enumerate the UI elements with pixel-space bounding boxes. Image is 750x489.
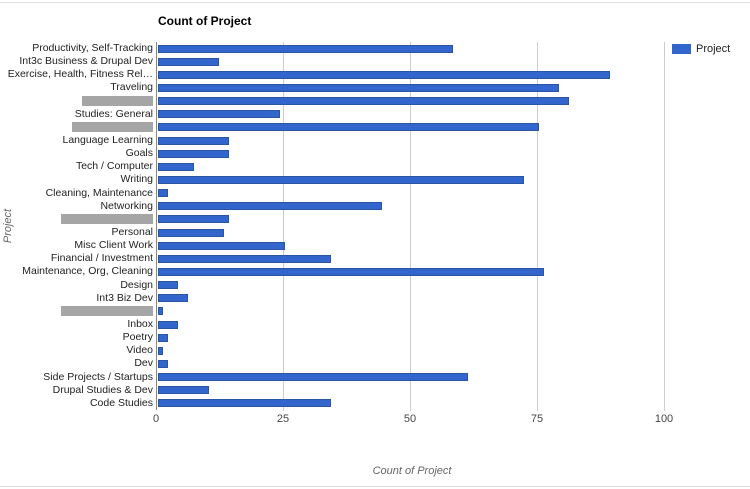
y-axis-label: Cleaning, Maintenance xyxy=(45,186,153,199)
y-axis-label: Misc Client Work xyxy=(74,239,153,252)
y-axis-label: Int3c Business & Drupal Dev xyxy=(19,55,153,68)
x-tick-label: 0 xyxy=(152,413,160,425)
bar[interactable] xyxy=(158,149,229,158)
legend-label: Project xyxy=(696,43,731,55)
bar[interactable] xyxy=(158,346,163,355)
legend-swatch-icon xyxy=(672,44,691,54)
y-axis-label: Maintenance, Org, Cleaning xyxy=(22,265,153,278)
y-axis-label: Tech / Computer xyxy=(75,160,153,173)
y-axis-label: Side Projects / Startups xyxy=(43,370,153,383)
y-axis-label: Inbox xyxy=(127,318,153,330)
y-axis-label: Design xyxy=(120,278,153,291)
y-axis-label: Video xyxy=(126,344,153,357)
gridline xyxy=(283,42,284,411)
y-axis-label: Traveling xyxy=(110,81,153,94)
y-axis-label: Code Studies xyxy=(89,396,153,409)
y-axis-labels: Productivity, Self-Tracking Int3c Busines… xyxy=(0,42,153,410)
bar[interactable] xyxy=(158,84,559,92)
bar[interactable] xyxy=(158,136,229,145)
bar[interactable] xyxy=(158,360,168,368)
y-axis-label: Poetry xyxy=(122,331,153,344)
redacted-y-label xyxy=(0,121,153,134)
bar[interactable] xyxy=(158,110,280,119)
y-axis-label: Language Learning xyxy=(62,134,153,146)
chart-title: Count of Project xyxy=(158,14,252,28)
bar[interactable] xyxy=(158,373,468,382)
bar[interactable] xyxy=(158,399,331,408)
redacted-y-label xyxy=(0,213,153,226)
bar[interactable] xyxy=(158,176,524,184)
bar[interactable] xyxy=(158,123,539,132)
y-axis-label: Personal xyxy=(111,226,153,238)
gridline xyxy=(410,42,411,411)
y-axis-label: Writing xyxy=(120,173,153,186)
redaction-block xyxy=(61,214,153,225)
x-axis-title: Count of Project xyxy=(372,465,452,477)
x-tick-label: 75 xyxy=(530,413,544,425)
redaction-block xyxy=(82,95,153,106)
redacted-y-label xyxy=(0,95,153,108)
redaction-block xyxy=(61,306,153,317)
page-border-bottom xyxy=(0,486,750,487)
y-axis-label: Exercise, Health, Fitness Rel… xyxy=(7,68,153,81)
x-axis-tick-labels: 0 25 50 75 100 xyxy=(0,413,750,427)
bar[interactable] xyxy=(158,294,188,303)
y-axis-label: Goals xyxy=(125,147,153,160)
bar[interactable] xyxy=(158,202,382,211)
bar[interactable] xyxy=(158,189,168,198)
gridline xyxy=(664,42,665,411)
y-axis-label: Productivity, Self-Tracking xyxy=(32,42,153,54)
y-axis-label: Drupal Studies & Dev xyxy=(52,383,153,396)
legend: Project xyxy=(672,43,730,55)
bar[interactable] xyxy=(158,162,194,171)
bar[interactable] xyxy=(158,281,178,290)
gridline xyxy=(537,42,538,411)
bar[interactable] xyxy=(158,97,569,106)
bar[interactable] xyxy=(158,333,168,342)
bar[interactable] xyxy=(158,241,285,250)
x-tick-label: 50 xyxy=(403,413,417,425)
bar[interactable] xyxy=(158,70,610,79)
bar[interactable] xyxy=(158,254,331,263)
bar[interactable] xyxy=(158,57,219,66)
bar[interactable] xyxy=(158,268,544,276)
y-axis-label: Int3 Biz Dev xyxy=(96,291,153,304)
x-tick-label: 100 xyxy=(654,413,674,425)
bar[interactable] xyxy=(158,44,453,53)
page-border-top xyxy=(0,2,750,3)
bar[interactable] xyxy=(158,307,163,316)
redacted-y-label xyxy=(0,305,153,318)
y-axis-label: Networking xyxy=(100,199,153,212)
x-tick-label: 25 xyxy=(276,413,290,425)
bar[interactable] xyxy=(158,215,229,224)
redaction-block xyxy=(72,122,153,133)
y-axis-label: Dev xyxy=(134,357,153,370)
plot-area xyxy=(156,42,669,411)
y-axis-label: Financial / Investment xyxy=(50,252,153,265)
bar[interactable] xyxy=(158,228,224,237)
bar[interactable] xyxy=(158,386,209,395)
y-axis-label: Studies: General xyxy=(74,107,153,120)
bar[interactable] xyxy=(158,320,178,329)
